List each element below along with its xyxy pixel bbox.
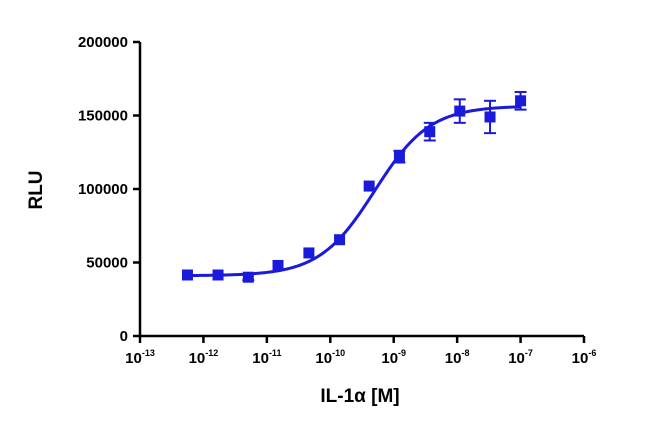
y-ticks: 0 50000 100000 150000 200000 [78, 34, 140, 345]
fit-curve [187, 105, 521, 278]
y-tick-label: 150000 [78, 108, 128, 125]
data-points [181, 90, 527, 283]
data-point [181, 269, 193, 281]
y-tick-label: 50000 [86, 255, 128, 272]
y-tick-label: 100000 [78, 181, 128, 198]
data-point [242, 271, 254, 283]
data-point [515, 95, 527, 107]
x-tick-label: 10-12 [189, 348, 219, 367]
x-tick-label: 10-8 [445, 348, 470, 367]
x-tick-label: 10-11 [252, 348, 281, 367]
axes [138, 42, 584, 338]
data-point [363, 180, 375, 192]
data-point [303, 247, 315, 259]
x-tick-label: 10-9 [381, 348, 406, 367]
x-tick-label: 10-13 [125, 348, 155, 367]
x-tick-label: 10-7 [508, 348, 533, 367]
x-tick-label: 10-6 [572, 348, 597, 367]
data-point [424, 126, 436, 138]
data-point [212, 269, 224, 281]
y-tick-label: 200000 [78, 34, 128, 51]
data-point [334, 234, 346, 246]
x-axis-label: IL-1α [M] [320, 386, 399, 407]
data-point [454, 105, 466, 117]
y-axis-label: RLU [26, 170, 47, 209]
y-tick-label: 0 [120, 328, 128, 345]
fit-curves [187, 105, 521, 278]
data-point [393, 151, 405, 163]
data-point [272, 259, 284, 271]
x-tick-label: 10-10 [315, 348, 345, 367]
data-point [484, 111, 496, 123]
x-ticks: 10-13 10-12 10-11 10-10 10-9 10-8 10-7 10-6 [125, 336, 596, 367]
